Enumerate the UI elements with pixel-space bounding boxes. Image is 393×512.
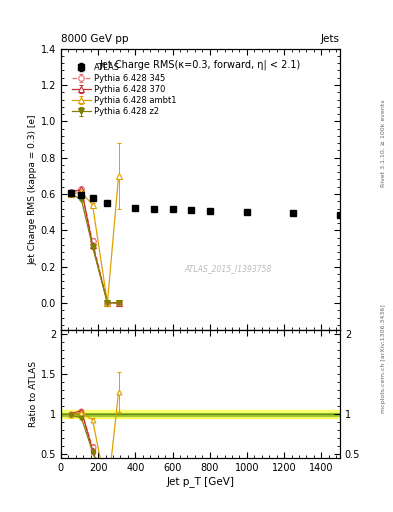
Text: Rivet 3.1.10, ≥ 100k events: Rivet 3.1.10, ≥ 100k events xyxy=(381,99,386,187)
Text: ATLAS_2015_I1393758: ATLAS_2015_I1393758 xyxy=(185,264,272,273)
Y-axis label: Ratio to ATLAS: Ratio to ATLAS xyxy=(29,361,38,427)
Y-axis label: Jet Charge RMS (kappa = 0.3) [e]: Jet Charge RMS (kappa = 0.3) [e] xyxy=(29,114,38,265)
Text: Jet Charge RMS(κ=0.3, forward, η| < 2.1): Jet Charge RMS(κ=0.3, forward, η| < 2.1) xyxy=(100,60,301,71)
Legend: ATLAS, Pythia 6.428 345, Pythia 6.428 370, Pythia 6.428 ambt1, Pythia 6.428 z2: ATLAS, Pythia 6.428 345, Pythia 6.428 37… xyxy=(71,61,178,118)
Text: 8000 GeV pp: 8000 GeV pp xyxy=(61,33,129,44)
Text: mcplots.cern.ch [arXiv:1306.3436]: mcplots.cern.ch [arXiv:1306.3436] xyxy=(381,304,386,413)
Text: Jets: Jets xyxy=(321,33,340,44)
X-axis label: Jet p_T [GeV]: Jet p_T [GeV] xyxy=(166,476,235,487)
